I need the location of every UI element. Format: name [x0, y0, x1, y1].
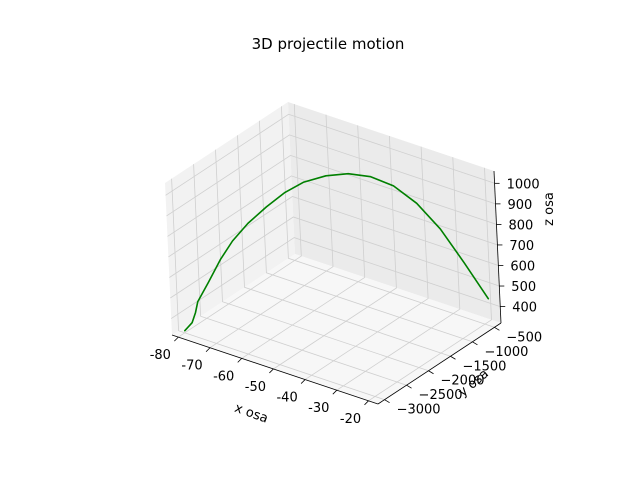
y-tick-label: −3000 [397, 403, 441, 418]
x-tick-label: -50 [245, 380, 266, 395]
x-tick-label: -20 [340, 412, 361, 427]
chart-title: 3D projectile motion [252, 35, 405, 53]
x-axis-label: x osa [232, 401, 270, 427]
y-tick-label: −2500 [419, 388, 463, 403]
y-tick-label: −2000 [441, 374, 485, 389]
z-tick-label: 800 [508, 218, 533, 233]
grid-y [215, 149, 429, 372]
grid-y [237, 135, 451, 357]
y-tick-label: −1000 [484, 345, 528, 360]
grid-x [209, 114, 334, 349]
grid-x [304, 146, 429, 380]
z-axis-label: z osa [542, 192, 557, 226]
grid-x [368, 167, 492, 402]
z-tick-label: 900 [508, 198, 533, 213]
z-tick-label: 500 [511, 280, 536, 295]
z-tick-label: 700 [509, 239, 534, 254]
series-line-0 [184, 172, 490, 332]
grid-z [167, 154, 497, 237]
x-tick-label: -70 [181, 359, 202, 374]
x-tick-mark [332, 389, 338, 395]
grid-y [171, 178, 385, 401]
z-tick-label: 1000 [507, 177, 540, 192]
grid-z [170, 237, 501, 319]
z-tick-label: 400 [512, 301, 537, 316]
grid-x [336, 157, 461, 391]
axis-lines [171, 170, 502, 405]
y-tick-mark [406, 384, 412, 389]
x-axis-line [171, 334, 379, 405]
x-tick-mark [174, 336, 179, 342]
y-tick-mark [494, 326, 500, 331]
x-tick-mark [300, 379, 306, 384]
z-tick-label: 600 [510, 259, 535, 274]
y-tick-mark [384, 399, 390, 404]
axis-ticks: -80 -70 -60 -50 -40 -30 -20 −3000−2500−2000−150… [150, 177, 542, 426]
x-tick-label: -80 [150, 348, 171, 363]
grid-z [166, 134, 496, 217]
x-tick-mark [237, 358, 243, 363]
grid-z [168, 175, 498, 258]
x-tick-label: -30 [308, 401, 329, 416]
y-tick-label: −500 [506, 330, 542, 345]
x-tick-mark [205, 347, 211, 353]
grid-z [165, 113, 495, 196]
x-tick-label: -60 [213, 369, 234, 384]
y-tick-label: −1500 [462, 359, 506, 374]
grid-y [281, 106, 495, 328]
grid-x [273, 135, 397, 370]
y-tick-mark [450, 355, 456, 360]
series-layer [184, 172, 490, 332]
grid-z [169, 196, 499, 278]
x-tick-mark [364, 400, 369, 406]
y-axis-line [377, 322, 502, 405]
pane-z-floor [172, 254, 501, 404]
grid-y [259, 120, 473, 343]
grid-x [178, 104, 302, 338]
grid-y [193, 164, 407, 386]
pane-x-left [165, 102, 295, 335]
grid-lines [165, 104, 501, 402]
axes-panes [165, 102, 501, 404]
y-tick-mark [428, 370, 434, 375]
x-tick-mark [269, 368, 274, 374]
x-tick-label: -40 [276, 391, 297, 406]
y-tick-mark [472, 341, 478, 346]
z-axis-line [493, 170, 502, 324]
pane-y-back [288, 102, 501, 323]
grid-z [170, 216, 500, 299]
